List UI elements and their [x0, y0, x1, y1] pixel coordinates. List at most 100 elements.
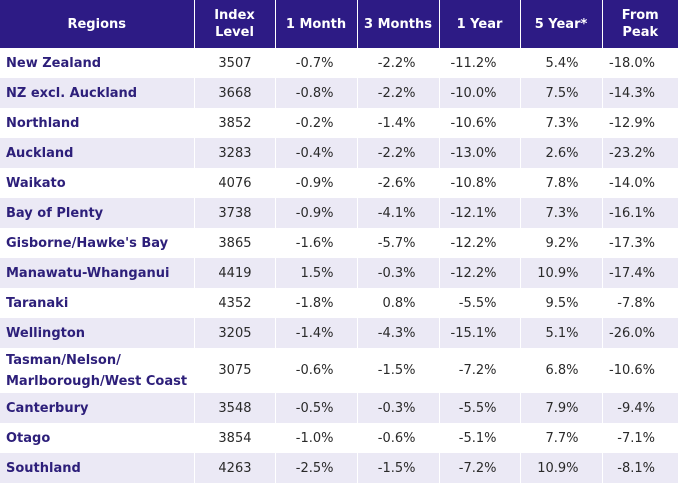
cell-value: 3738	[194, 198, 276, 228]
cell-value: -0.2%	[275, 108, 358, 138]
cell-value: 7.8%	[520, 168, 603, 198]
cell-value: -26.0%	[602, 318, 678, 348]
region-name: Wellington	[0, 318, 195, 348]
cell-value: -1.6%	[275, 228, 358, 258]
cell-value: 3865	[194, 228, 276, 258]
cell-value: 3507	[194, 48, 276, 78]
cell-value: -2.2%	[357, 48, 440, 78]
cell-value: -18.0%	[609, 55, 655, 71]
cell-value: 0.8%	[357, 288, 440, 318]
region-name: Auckland	[0, 138, 195, 168]
cell-value: -0.5%	[275, 393, 358, 423]
table-row: Northland 3852 -0.2% -1.4% -10.6% 7.3% -12.9%	[0, 108, 678, 138]
cell-value: -13.0%	[439, 138, 521, 168]
cell-value: -11.2%	[439, 48, 521, 78]
table-row: Southland 4263 -2.5% -1.5% -7.2% 10.9% -8.1%	[0, 453, 678, 483]
cell-value: -1.5%	[357, 453, 440, 483]
cell-value: -0.8%	[275, 78, 358, 108]
region-name: Southland	[0, 453, 195, 483]
cell-value: -17.4%	[602, 258, 678, 288]
region-name: New Zealand	[0, 48, 195, 78]
table-row: Manawatu-Whanganui 4419 1.5% -0.3% -12.2% 10.…	[0, 258, 678, 288]
cell-value: -9.4%	[602, 393, 678, 423]
cell-value: -7.2%	[439, 453, 521, 483]
column-header: 1 Month	[275, 0, 358, 48]
cell-value: 3075	[194, 348, 276, 393]
cell-value: 3283	[194, 138, 276, 168]
cell-value: -0.4%	[275, 138, 358, 168]
cell-value: -0.9%	[275, 198, 358, 228]
region-name: Gisborne/Hawke's Bay	[0, 228, 195, 258]
cell-value: 3205	[194, 318, 276, 348]
cell-value: 2.6%	[520, 138, 603, 168]
cell-value: -10.8%	[439, 168, 521, 198]
column-header: Regions	[0, 0, 195, 48]
cell-value: 1.5%	[275, 258, 358, 288]
cell-value: -2.2%	[357, 138, 440, 168]
cell-value: -1.0%	[275, 423, 358, 453]
cell-value: -0.3%	[357, 258, 440, 288]
cell-value: -1.4%	[275, 318, 358, 348]
region-name: Waikato	[0, 168, 195, 198]
cell-value: 9.5%	[520, 288, 603, 318]
table-row: New Zealand 3507 -0.7% -2.2% -11.2% 5.4% -18.0…	[0, 48, 678, 78]
table-row: Auckland 3283 -0.4% -2.2% -13.0% 2.6% -23.2%	[0, 138, 678, 168]
cell-value: 4263	[194, 453, 276, 483]
cell-value: 3854	[194, 423, 276, 453]
table-row: Gisborne/Hawke's Bay 3865 -1.6% -5.7% -12.2%…	[0, 228, 678, 258]
cell-value: 3548	[194, 393, 276, 423]
cell-value: -10.6%	[439, 108, 521, 138]
cell-value: -12.1%	[439, 198, 521, 228]
cell-value: -12.2%	[439, 228, 521, 258]
cell-value: 10.9%	[520, 258, 603, 288]
cell-value: 5.1%	[520, 318, 603, 348]
region-name: Tasman/Nelson/ Marlborough/West Coast	[0, 348, 195, 393]
cell-value: -7.8%	[617, 295, 655, 311]
column-header: 3 Months	[357, 0, 440, 48]
table-row: Wellington 3205 -1.4% -4.3% -15.1% 5.1% -26.0%	[0, 318, 678, 348]
cell-value: -0.3%	[357, 393, 440, 423]
cell-value: 7.5%	[520, 78, 603, 108]
region-name: Otago	[0, 423, 195, 453]
cell-value: -14.3%	[602, 78, 678, 108]
table-row: Taranaki 4352 -1.8% 0.8% -5.5% 9.5% -7.8%	[0, 288, 678, 318]
region-name: Northland	[0, 108, 195, 138]
cell-value: -7.1%	[617, 430, 655, 446]
cell-value: -12.2%	[439, 258, 521, 288]
cell-value: -5.5%	[439, 393, 521, 423]
cell-value: -1.5%	[357, 348, 440, 393]
cell-value: -0.7%	[275, 48, 358, 78]
cell-value: 7.7%	[520, 423, 603, 453]
column-header: 5 Year*	[520, 0, 603, 48]
cell-value: -0.6%	[357, 423, 440, 453]
cell-value: -10.6%	[609, 363, 655, 378]
table-row: Canterbury 3548 -0.5% -0.3% -5.5% 7.9% -9.4%	[0, 393, 678, 423]
cell-value: -0.6%	[275, 348, 358, 393]
region-name: Manawatu-Whanganui	[0, 258, 195, 288]
table-row: Otago 3854 -1.0% -0.6% -5.1% 7.7% -7.1%	[0, 423, 678, 453]
cell-value: -1.8%	[275, 288, 358, 318]
cell-value: 4419	[194, 258, 276, 288]
cell-value: -5.5%	[439, 288, 521, 318]
cell-value: -17.3%	[609, 235, 655, 251]
table-row: Waikato 4076 -0.9% -2.6% -10.8% 7.8% -14.0%	[0, 168, 678, 198]
cell-value: -23.2%	[602, 138, 678, 168]
cell-value: -2.5%	[275, 453, 358, 483]
cell-value: 9.2%	[520, 228, 603, 258]
cell-value: 7.3%	[520, 108, 603, 138]
table-row: Tasman/Nelson/ Marlborough/West Coast 307…	[0, 348, 678, 393]
table-body: New Zealand 3507 -0.7% -2.2% -11.2% 5.4% -18.0…	[0, 48, 678, 483]
region-name: Bay of Plenty	[0, 198, 195, 228]
header-row: Regions Index Level 1 Month 3 Months 1 Year 5…	[0, 0, 678, 48]
column-header: Index Level	[194, 0, 276, 48]
region-name: NZ excl. Auckland	[0, 78, 195, 108]
cell-value: 4076	[194, 168, 276, 198]
table-row: NZ excl. Auckland 3668 -0.8% -2.2% -10.0% 7.5…	[0, 78, 678, 108]
cell-value: 7.9%	[520, 393, 603, 423]
cell-value: -4.3%	[357, 318, 440, 348]
cell-value: 6.8%	[520, 348, 603, 393]
cell-value: -12.9%	[609, 115, 655, 131]
region-name: Taranaki	[0, 288, 195, 318]
cell-value: 5.4%	[520, 48, 603, 78]
